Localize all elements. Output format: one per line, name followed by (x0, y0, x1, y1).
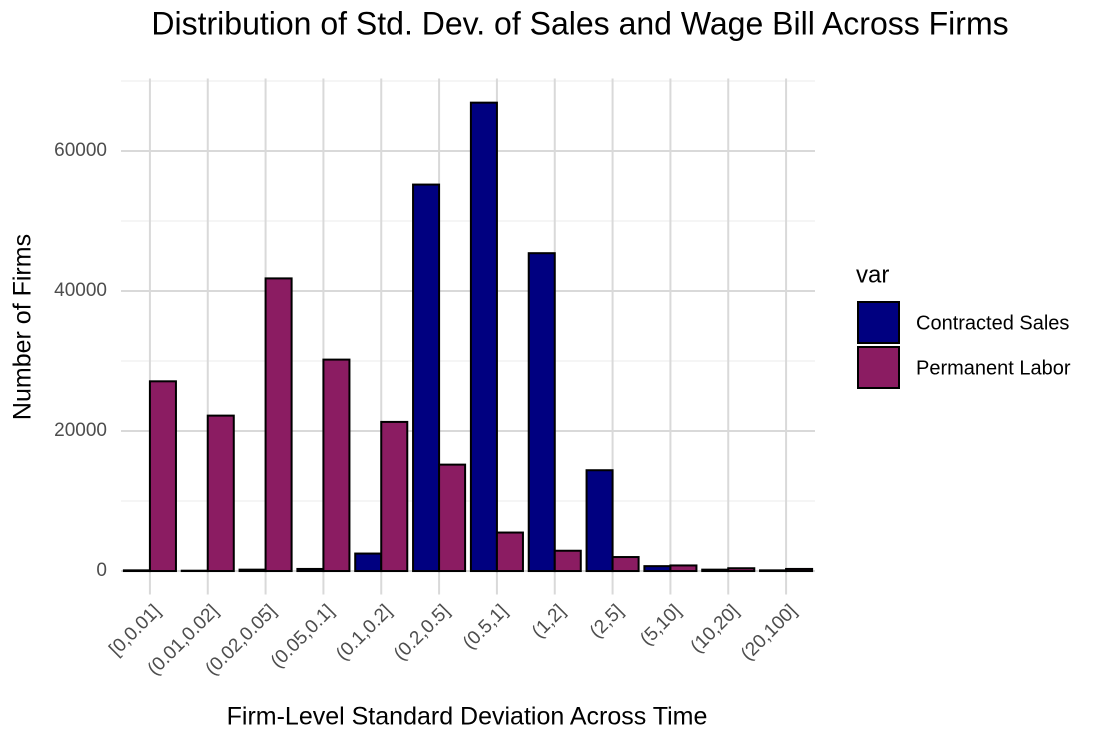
bar (701, 568, 730, 573)
bar (148, 380, 177, 573)
bar (527, 252, 556, 573)
bar (296, 567, 325, 573)
bar (495, 531, 524, 573)
x-tick-label: (0.05,0.1] (267, 601, 339, 673)
bar (553, 549, 582, 573)
bar (238, 568, 267, 573)
y-tick-label: 40000 (54, 280, 107, 301)
y-tick-label: 0 (96, 560, 107, 581)
x-tick-label: (10,20] (687, 601, 744, 658)
x-axis-title: Firm-Level Standard Deviation Across Tim… (227, 703, 708, 731)
bar (669, 564, 698, 573)
bar (412, 183, 441, 573)
bar (354, 552, 383, 573)
bar (469, 101, 498, 573)
bar (206, 414, 235, 573)
bar (785, 567, 814, 573)
legend-label: Permanent Labor (916, 357, 1071, 379)
x-tick-label: (5,10] (636, 601, 685, 650)
chart-title: Distribution of Std. Dev. of Sales and W… (151, 5, 1008, 41)
bar (122, 569, 151, 573)
bar (643, 565, 672, 573)
x-tick-label: (0.1,0.2] (332, 601, 396, 665)
bar (759, 569, 788, 573)
y-tick-label: 60000 (54, 140, 107, 161)
x-tick-label: (0.2,0.5] (390, 601, 454, 665)
x-tick-label: (20,100] (737, 601, 801, 665)
bar (264, 277, 293, 573)
bar (611, 556, 640, 573)
bar (585, 469, 614, 573)
bar (380, 420, 409, 573)
legend-label: Contracted Sales (916, 312, 1069, 334)
x-tick-label: (2,5] (586, 601, 628, 643)
x-tick-label: (1,2] (528, 601, 570, 643)
bar (727, 567, 756, 573)
bar (438, 463, 467, 573)
x-tick-label: (0.5,1] (459, 601, 512, 654)
y-tick-label: 20000 (54, 420, 107, 441)
legend-key (857, 301, 900, 344)
bar (322, 358, 351, 573)
legend-key (857, 346, 900, 389)
legend-title: var (856, 261, 889, 288)
y-axis-title: Number of Firms (9, 234, 37, 420)
